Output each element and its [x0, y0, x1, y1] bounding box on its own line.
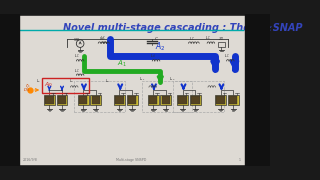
Text: $L_{s2}$: $L_{s2}$: [169, 76, 175, 83]
Text: $L_C$: $L_C$: [36, 77, 42, 85]
Bar: [218, 42, 225, 47]
Bar: [44, 95, 55, 105]
Bar: [173, 81, 224, 112]
Bar: [142, 81, 192, 112]
Text: Novel multi-stage cascading : The 8-★SNAP: Novel multi-stage cascading : The 8-★SNA…: [63, 22, 303, 33]
Bar: [0, 14, 19, 166]
Bar: [215, 95, 226, 105]
Bar: [57, 95, 68, 105]
Bar: [114, 95, 125, 105]
Bar: [216, 96, 225, 104]
Text: $L_d$: $L_d$: [69, 77, 75, 85]
Text: $L_{s1}$: $L_{s1}$: [139, 76, 146, 83]
Bar: [177, 95, 188, 105]
Bar: [115, 96, 124, 104]
Text: $L_C$: $L_C$: [74, 52, 80, 60]
Bar: [190, 95, 201, 105]
Text: 2016/9/8: 2016/9/8: [23, 158, 38, 162]
Bar: [191, 96, 199, 104]
Text: $A_1$: $A_1$: [117, 59, 127, 69]
Text: 1: 1: [238, 158, 240, 162]
Bar: [92, 96, 100, 104]
Text: $L_d$: $L_d$: [106, 77, 111, 85]
Bar: [90, 95, 101, 105]
Text: $L_C$: $L_C$: [224, 52, 230, 60]
Bar: [78, 95, 89, 105]
Bar: [79, 96, 87, 104]
Bar: [229, 96, 237, 104]
Text: $L_C$: $L_C$: [205, 34, 211, 42]
Bar: [160, 95, 171, 105]
Bar: [19, 16, 245, 164]
Text: $Z_D$: $Z_D$: [219, 35, 225, 43]
Text: $L_C$: $L_C$: [99, 35, 105, 43]
Bar: [42, 78, 89, 93]
Text: $\zeta_s$: $\zeta_s$: [25, 82, 31, 90]
Bar: [128, 96, 136, 104]
Bar: [149, 96, 157, 104]
Bar: [179, 96, 187, 104]
Bar: [148, 95, 159, 105]
Bar: [58, 96, 66, 104]
Bar: [228, 95, 239, 105]
Text: $SI_B$: $SI_B$: [73, 36, 80, 44]
Text: Multi-stage SNSPD: Multi-stage SNSPD: [116, 158, 146, 162]
Text: $L_C$: $L_C$: [189, 35, 195, 43]
Text: $C$: $C$: [154, 35, 159, 42]
Text: $A_0$: $A_0$: [44, 80, 53, 89]
Text: $A_2$: $A_2$: [155, 40, 165, 53]
Bar: [74, 81, 125, 112]
Text: $L_C$: $L_C$: [74, 67, 80, 75]
Text: $L_C$: $L_C$: [100, 34, 105, 42]
Bar: [162, 96, 170, 104]
Text: $D_S$: $D_S$: [23, 87, 30, 94]
Bar: [45, 96, 53, 104]
Bar: [245, 14, 270, 166]
Bar: [126, 95, 138, 105]
Text: $L_d$: $L_d$: [150, 52, 156, 60]
